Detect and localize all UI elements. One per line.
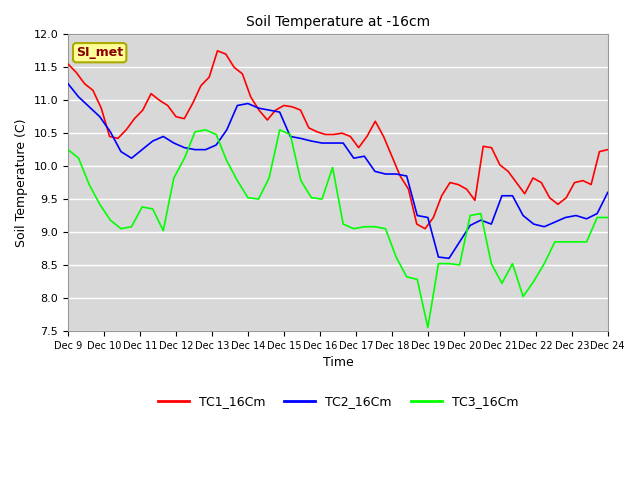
Y-axis label: Soil Temperature (C): Soil Temperature (C) — [15, 119, 28, 247]
Title: Soil Temperature at -16cm: Soil Temperature at -16cm — [246, 15, 430, 29]
X-axis label: Time: Time — [323, 356, 353, 369]
Legend: TC1_16Cm, TC2_16Cm, TC3_16Cm: TC1_16Cm, TC2_16Cm, TC3_16Cm — [152, 390, 524, 413]
Text: SI_met: SI_met — [76, 46, 124, 59]
